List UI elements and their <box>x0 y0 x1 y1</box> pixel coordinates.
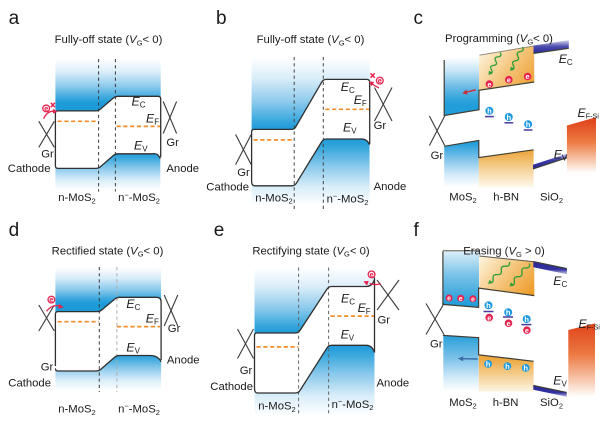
svg-text:a: a <box>9 8 20 29</box>
svg-text:n−-MoS2: n−-MoS2 <box>118 402 160 417</box>
svg-text:n-MoS2: n-MoS2 <box>255 192 292 205</box>
svg-text:Gr: Gr <box>41 149 54 161</box>
svg-text:b: b <box>216 8 227 29</box>
svg-text:e: e <box>49 295 53 304</box>
svg-text:Anode: Anode <box>167 354 200 366</box>
svg-text:Gr: Gr <box>41 362 54 374</box>
svg-text:Gr: Gr <box>378 315 391 327</box>
svg-text:Anode: Anode <box>374 181 407 193</box>
svg-text:Gr: Gr <box>240 365 253 377</box>
svg-text:h: h <box>524 315 529 324</box>
svg-text:e: e <box>487 80 491 89</box>
svg-text:Erasing (VG > 0): Erasing (VG > 0) <box>463 246 545 259</box>
svg-text:h: h <box>506 113 511 122</box>
svg-text:h: h <box>486 301 491 310</box>
svg-text:e: e <box>44 104 48 113</box>
svg-text:n-MoS2: n-MoS2 <box>58 192 95 205</box>
svg-text:h-BN: h-BN <box>493 397 519 409</box>
svg-text:n−-MoS2: n−-MoS2 <box>327 192 369 207</box>
svg-text:Gr: Gr <box>431 150 444 162</box>
svg-text:e: e <box>214 220 225 241</box>
svg-text:Fully-off state (VG< 0): Fully-off state (VG< 0) <box>55 34 163 47</box>
svg-text:Gr: Gr <box>374 120 387 132</box>
svg-text:Cathode: Cathode <box>8 163 51 175</box>
svg-text:n-MoS2: n-MoS2 <box>258 401 295 414</box>
svg-text:c: c <box>414 8 424 29</box>
svg-text:Cathode: Cathode <box>8 378 51 390</box>
svg-text:e: e <box>526 72 530 81</box>
svg-text:e: e <box>507 319 511 328</box>
svg-text:Gr: Gr <box>430 339 443 351</box>
svg-text:n−-MoS2: n−-MoS2 <box>118 190 160 205</box>
svg-text:Programming (VG< 0): Programming (VG< 0) <box>445 33 553 46</box>
svg-text:e: e <box>507 75 511 84</box>
svg-text:n−-MoS2: n−-MoS2 <box>332 397 374 412</box>
svg-text:e: e <box>471 296 475 303</box>
svg-text:h: h <box>505 362 510 371</box>
svg-text:n-MoS2: n-MoS2 <box>58 404 95 417</box>
svg-text:Cathode: Cathode <box>206 182 249 194</box>
svg-text:Gr: Gr <box>166 137 179 149</box>
svg-text:Rectified state (VG< 0): Rectified state (VG< 0) <box>52 245 164 258</box>
svg-text:e: e <box>525 326 529 335</box>
svg-text:e: e <box>378 76 382 85</box>
svg-text:h: h <box>486 360 491 369</box>
svg-text:Anode: Anode <box>377 378 410 390</box>
svg-text:Fully-off state (VG< 0): Fully-off state (VG< 0) <box>257 34 365 47</box>
svg-text:Anode: Anode <box>166 163 199 175</box>
svg-text:h-BN: h-BN <box>493 192 519 204</box>
svg-text:h: h <box>523 364 528 373</box>
svg-text:f: f <box>414 220 420 241</box>
svg-text:e: e <box>447 296 451 303</box>
svg-text:e: e <box>487 313 491 322</box>
svg-text:d: d <box>9 220 20 241</box>
svg-text:h: h <box>526 120 531 129</box>
svg-text:Rectifying state (VG< 0): Rectifying state (VG< 0) <box>252 245 370 258</box>
svg-text:Gr: Gr <box>237 167 250 179</box>
svg-text:e: e <box>459 296 463 303</box>
svg-text:Gr: Gr <box>168 323 181 335</box>
svg-text:h: h <box>506 308 511 317</box>
svg-text:e: e <box>370 270 374 279</box>
svg-text:h: h <box>487 107 492 116</box>
svg-text:Cathode: Cathode <box>210 381 253 393</box>
